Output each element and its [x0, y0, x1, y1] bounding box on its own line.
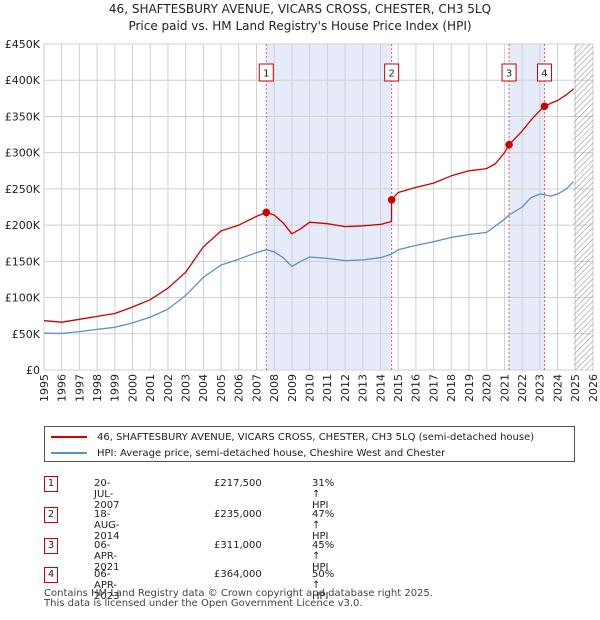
sale-badge: 2	[44, 507, 58, 523]
x-tick-label: 2021	[498, 374, 511, 402]
y-tick-label: £100K	[5, 292, 41, 305]
y-tick-label: £400K	[5, 74, 41, 87]
x-tick-label: 2026	[587, 374, 600, 402]
x-tick-label: 1997	[73, 374, 86, 402]
sale-marker-box-3	[501, 63, 517, 82]
y-tick-label: £450K	[5, 38, 41, 51]
sale-point-4	[540, 102, 549, 111]
x-tick-label: 2022	[516, 374, 529, 402]
sale-price: £235,000	[214, 509, 262, 520]
x-tick-label: 2010	[303, 374, 316, 402]
sale-marker-label-1: 1	[263, 69, 269, 80]
x-tick-label: 2006	[233, 374, 246, 402]
x-tick-label: 2025	[569, 374, 582, 402]
sale-point-2	[387, 195, 396, 204]
sale-hpi-change: 47% ↑ HPI	[312, 509, 335, 542]
y-tick-label: £0	[26, 364, 40, 377]
sale-hpi-change: 50% ↑ HPI	[312, 569, 335, 602]
sale-price: £311,000	[214, 540, 262, 551]
y-tick-label: £50K	[12, 328, 41, 341]
shaded-period-1	[266, 44, 392, 370]
y-tick-label: £300K	[5, 147, 41, 160]
legend-label-hpi: HPI: Average price, semi-detached house,…	[97, 447, 446, 459]
x-tick-label: 2004	[197, 374, 210, 402]
x-tick-label: 2001	[144, 374, 157, 402]
chart-legend: 46, SHAFTESBURY AVENUE, VICARS CROSS, CH…	[44, 426, 575, 462]
property-price-line	[43, 88, 574, 323]
footer-attribution: Contains HM Land Registry data © Crown c…	[44, 589, 433, 609]
sale-badge: 1	[44, 476, 58, 492]
x-tick-label: 2019	[463, 374, 476, 402]
sale-point-3	[505, 140, 513, 149]
legend-label-property: 46, SHAFTESBURY AVENUE, VICARS CROSS, CH…	[97, 431, 535, 443]
legend-swatch-property	[51, 436, 87, 438]
sale-marker-label-4: 4	[541, 69, 547, 80]
sale-date: 06-APR-2023	[94, 569, 120, 602]
sale-price: £364,000	[214, 569, 262, 580]
x-tick-label: 2024	[551, 374, 564, 402]
x-tick-label: 2005	[215, 374, 228, 402]
sale-marker-label-2: 2	[388, 69, 394, 80]
sale-price: £217,500	[214, 478, 262, 489]
x-tick-label: 1998	[91, 374, 104, 402]
x-tick-label: 2002	[162, 374, 175, 402]
x-tick-label: 2015	[392, 374, 405, 402]
chart-title: 46, SHAFTESBURY AVENUE, VICARS CROSS, CH…	[109, 2, 491, 16]
legend-item-hpi: HPI: Average price, semi-detached house,…	[51, 446, 445, 460]
sale-marker-box-4	[536, 63, 552, 82]
sale-date: 18-AUG-2014	[94, 509, 120, 542]
y-tick-label: £200K	[5, 219, 41, 232]
x-tick-label: 2007	[250, 374, 263, 402]
footer-copyright: Contains HM Land Registry data © Crown c…	[44, 588, 433, 599]
sale-date: 20-JUL-2007	[94, 478, 120, 511]
y-tick-label: £350K	[5, 110, 41, 123]
x-tick-label: 2012	[339, 374, 352, 402]
x-tick-label: 2016	[410, 374, 423, 402]
y-tick-label: £250K	[5, 183, 41, 196]
x-tick-label: 2000	[126, 374, 139, 402]
x-tick-label: 2008	[268, 374, 281, 402]
shaded-period-2	[509, 44, 545, 370]
x-tick-label: 1999	[109, 374, 122, 402]
sale-marker-box-2	[384, 63, 400, 82]
x-tick-label: 2023	[534, 374, 547, 402]
chart-subtitle: Price paid vs. HM Land Registry's House …	[128, 19, 471, 33]
sale-badge: 3	[44, 538, 58, 554]
hpi-line	[43, 181, 574, 335]
forecast-hatch-region	[573, 44, 593, 370]
sale-date: 06-APR-2021	[94, 540, 120, 573]
price-chart: 46, SHAFTESBURY AVENUE, VICARS CROSS, CH…	[5, 2, 600, 402]
x-tick-label: 2011	[321, 374, 334, 402]
sale-badge: 4	[44, 567, 58, 583]
x-tick-label: 1995	[38, 374, 51, 402]
x-tick-label: 2020	[481, 374, 494, 402]
x-tick-label: 2013	[357, 374, 370, 402]
sale-hpi-change: 31% ↑ HPI	[312, 478, 335, 511]
sale-hpi-change: 45% ↑ HPI	[312, 540, 335, 573]
sale-marker-box-1	[258, 63, 274, 82]
sale-point-1	[262, 208, 271, 217]
x-tick-label: 2014	[374, 374, 387, 402]
legend-swatch-hpi	[51, 452, 87, 454]
x-tick-label: 1996	[56, 374, 69, 402]
footer-licence: This data is licensed under the Open Gov…	[44, 598, 363, 609]
x-tick-label: 2018	[445, 374, 458, 402]
x-tick-label: 2003	[180, 374, 193, 402]
x-tick-label: 2017	[427, 374, 440, 402]
legend-item-property: 46, SHAFTESBURY AVENUE, VICARS CROSS, CH…	[51, 430, 534, 444]
x-tick-label: 2009	[286, 374, 299, 402]
y-tick-label: £150K	[5, 255, 41, 268]
sale-marker-label-3: 3	[506, 69, 512, 80]
